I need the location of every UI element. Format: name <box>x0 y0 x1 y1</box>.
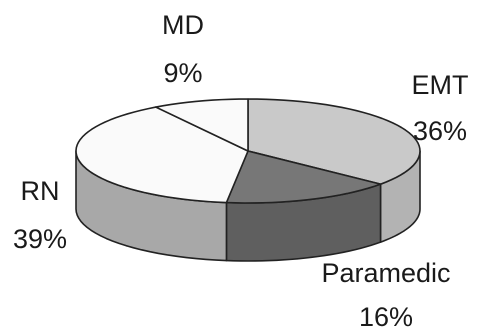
slice-top-md <box>155 98 249 152</box>
pie-tops <box>75 98 421 204</box>
pie-labels: MD 9% EMT 36% RN 39% Paramedic 16% <box>13 10 469 332</box>
slice-top-emt <box>247 98 421 185</box>
slice-label-paramedic: Paramedic <box>321 258 450 288</box>
slice-percent-emt: 36% <box>413 116 467 146</box>
pie-sides <box>75 150 421 262</box>
slice-top-paramedic <box>225 150 382 204</box>
slice-percent-md: 9% <box>163 58 202 88</box>
slice-label-md: MD <box>162 10 204 40</box>
slice-label-rn: RN <box>21 176 60 206</box>
slice-label-emt: EMT <box>412 70 469 100</box>
slice-percent-rn: 39% <box>13 224 67 254</box>
slice-percent-paramedic: 16% <box>359 302 413 331</box>
